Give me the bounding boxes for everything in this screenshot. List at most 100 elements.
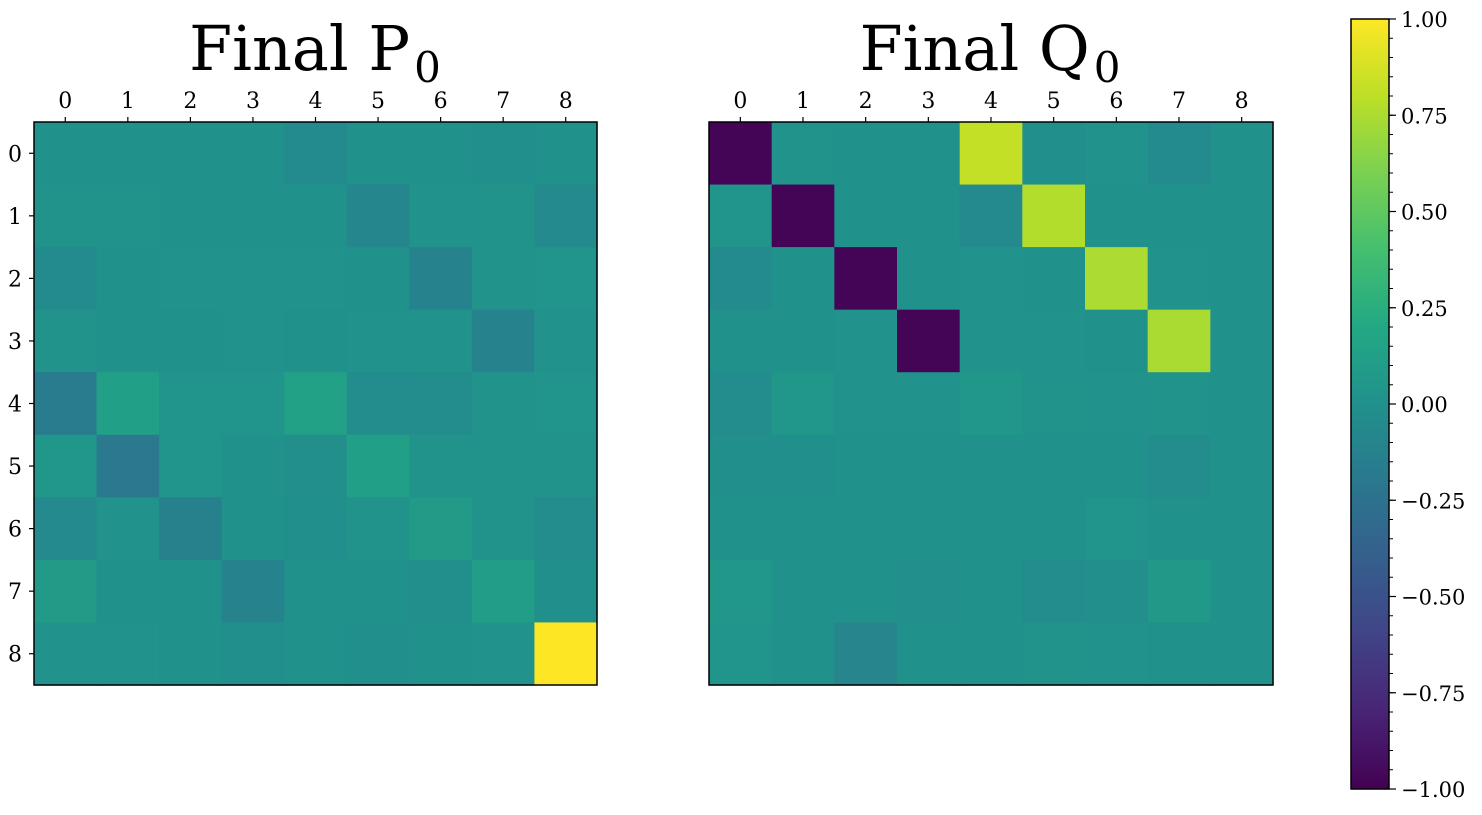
heatmap-cell-q0-r6-c0 [709,497,773,561]
heatmap-cell-p0-r8-c1 [96,622,160,686]
x-tick-label-p0-4: 4 [309,89,323,114]
colorbar-ticks: 1.00 0.75 0.50 0.25 0.00 −0.25 −0.50 −0.75 −1.00 [1389,8,1465,802]
heatmap-cell-q0-r8-c4 [959,622,1023,686]
heatmap-cell-p0-r0-c8 [534,122,598,186]
y-tick-label-p0-4: 4 [8,393,22,418]
heatmap-cell-q0-r4-c5 [1022,372,1086,436]
heatmap-cell-q0-r8-c6 [1085,622,1149,686]
heatmap-cell-p0-r7-c7 [471,559,536,624]
heatmap-cell-p0-r6-c3 [221,497,285,561]
heatmap-cell-p0-r3-c5 [346,309,410,373]
heatmap-cell-q0-r0-c5 [1022,122,1086,186]
x-tick-label-q0-0: 0 [733,89,747,114]
heatmap-cell-p0-r3-c0 [34,309,98,373]
heatmap-cell-q0-r6-c1 [771,497,835,561]
heatmap-cell-p0-r2-c6 [409,247,473,311]
y-tick-label-p0-6: 6 [8,518,22,543]
heatmap-cell-p0-r5-c7 [471,434,536,498]
heatmap-cell-p0-r4-c0 [34,372,98,436]
heatmap-cell-p0-r2-c8 [534,247,598,311]
heatmap-cell-p0-r8-c3 [221,622,285,686]
heatmap-cell-p0-r4-c6 [409,372,473,436]
colorbar-tick-label-1: 0.75 [1401,104,1448,128]
heatmap-cell-q0-r2-c7 [1147,247,1211,311]
heatmap-cell-p0-r7-c2 [159,559,223,624]
x-tick-label-q0-6: 6 [1109,89,1123,114]
heatmap-cell-q0-r3-c3 [897,309,961,373]
heatmap-cell-q0-r2-c4 [959,247,1023,311]
heatmap-cell-q0-r3-c2 [834,309,898,373]
heatmap-cell-q0-r4-c1 [771,372,835,436]
heatmap-cell-q0-r6-c4 [959,497,1023,561]
x-tick-label-p0-2: 2 [183,89,197,114]
x-tick-label-q0-2: 2 [859,89,873,114]
heatmap-cells-p0 [34,122,598,686]
heatmap-cell-q0-r1-c3 [897,184,961,248]
heatmap-cell-q0-r4-c7 [1147,372,1211,436]
heatmap-cell-p0-r4-c5 [346,372,410,436]
y-tick-label-p0-0: 0 [8,142,22,167]
heatmap-cell-p0-r1-c8 [534,184,598,248]
colorbar-tick-label-2: 0.50 [1401,201,1448,225]
heatmap-cell-p0-r5-c1 [96,434,160,498]
y-tick-label-p0-7: 7 [8,580,22,605]
heatmap-cell-p0-r7-c6 [409,559,473,624]
heatmap-cell-q0-r3-c1 [771,309,835,373]
heatmap-cell-q0-r0-c2 [834,122,898,186]
heatmap-cell-q0-r1-c1 [771,184,835,248]
heatmap-cell-p0-r5-c5 [346,434,410,498]
heatmap-cell-q0-r7-c0 [709,559,773,624]
x-tick-label-p0-7: 7 [496,89,510,114]
heatmap-cell-p0-r8-c5 [346,622,410,686]
heatmap-cell-q0-r2-c5 [1022,247,1086,311]
heatmap-cell-q0-r4-c4 [959,372,1023,436]
heatmap-panel-q0: Final Q0 0 1 2 3 4 5 6 7 8 [708,12,1274,686]
heatmap-cell-q0-r5-c0 [709,434,773,498]
colorbar-tick-label-3: 0.25 [1401,297,1448,321]
heatmap-cell-q0-r6-c2 [834,497,898,561]
heatmap-cell-q0-r4-c2 [834,372,898,436]
heatmap-cell-p0-r8-c0 [34,622,98,686]
heatmap-cell-p0-r0-c2 [159,122,223,186]
heatmap-cell-q0-r0-c1 [771,122,835,186]
heatmap-cell-q0-r7-c4 [959,559,1023,624]
heatmap-cell-q0-r0-c4 [959,122,1023,186]
x-tick-label-p0-1: 1 [121,89,135,114]
heatmap-cell-q0-r7-c6 [1085,559,1149,624]
colorbar: 1.00 0.75 0.50 0.25 0.00 −0.25 −0.50 −0.75 −1.00 [1350,8,1465,802]
x-tick-label-q0-4: 4 [984,89,998,114]
heatmap-cell-q0-r2-c8 [1210,247,1274,311]
heatmap-cell-q0-r8-c7 [1147,622,1211,686]
heatmap-cell-p0-r4-c3 [221,372,285,436]
colorbar-frame [1350,18,1390,790]
colorbar-tick-label-8: −1.00 [1401,778,1465,802]
heatmap-cell-p0-r7-c5 [346,559,410,624]
x-tick-label-q0-7: 7 [1172,89,1186,114]
colorbar-gradient [1351,19,1389,789]
heatmap-cell-p0-r2-c3 [221,247,285,311]
heatmap-cell-q0-r1-c2 [834,184,898,248]
heatmap-cell-p0-r3-c6 [409,309,473,373]
x-tick-label-p0-6: 6 [434,89,448,114]
heatmap-cell-q0-r6-c3 [897,497,961,561]
y-tick-label-p0-3: 3 [8,330,22,355]
heatmap-panel-p0: Final P0 0 1 2 3 4 5 6 7 8 0 1 2 3 4 5 6 7 8 [8,12,598,686]
chart-title-subscript-p0: 0 [414,43,441,92]
heatmap-cell-p0-r3-c1 [96,309,160,373]
heatmap-cell-q0-r1-c0 [709,184,773,248]
heatmap-cell-p0-r1-c6 [409,184,473,248]
heatmap-cell-p0-r2-c5 [346,247,410,311]
heatmap-cell-q0-r5-c3 [897,434,961,498]
heatmap-cell-p0-r6-c8 [534,497,598,561]
heatmap-cell-p0-r1-c5 [346,184,410,248]
x-tick-labels-p0: 0 1 2 3 4 5 6 7 8 [58,89,573,122]
heatmap-cell-q0-r0-c6 [1085,122,1149,186]
heatmap-cell-q0-r7-c1 [771,559,835,624]
heatmap-cell-p0-r7-c1 [96,559,160,624]
heatmap-cell-q0-r6-c6 [1085,497,1149,561]
heatmap-cell-q0-r6-c5 [1022,497,1086,561]
heatmap-cell-q0-r7-c3 [897,559,961,624]
heatmap-cell-q0-r0-c7 [1147,122,1211,186]
heatmap-cell-p0-r5-c6 [409,434,473,498]
